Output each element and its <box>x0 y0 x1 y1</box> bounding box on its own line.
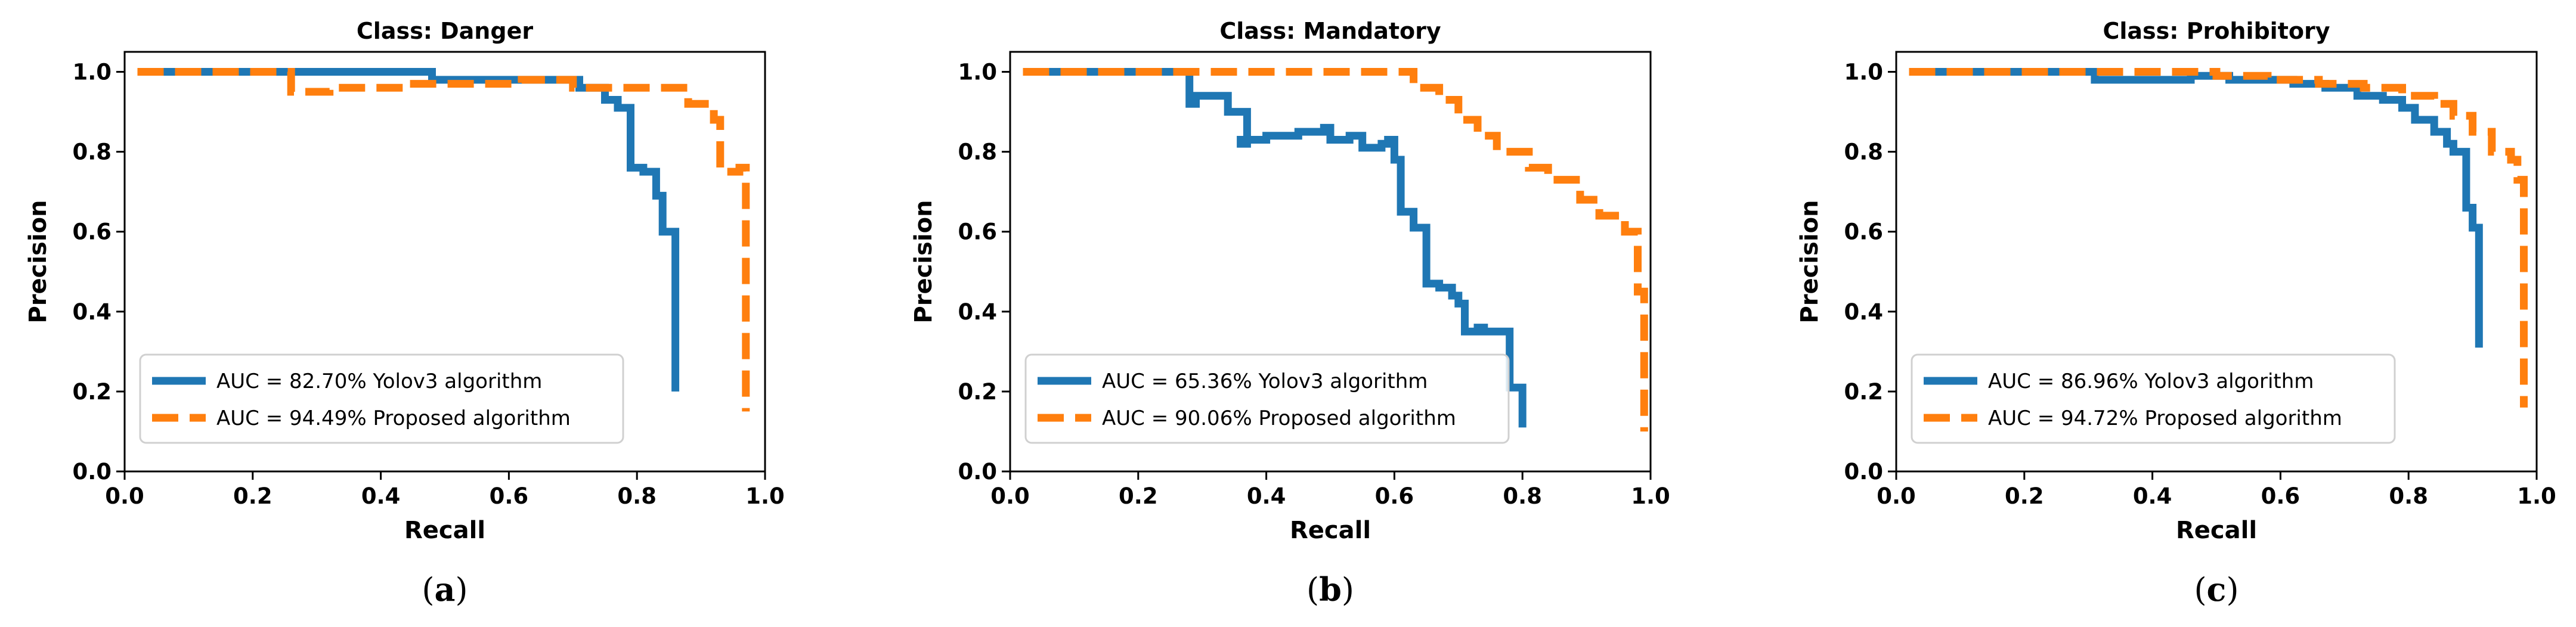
caption-close: ) <box>1342 571 1354 609</box>
y-tick-label: 0.4 <box>958 299 997 325</box>
series-line-proposed <box>1909 68 2528 408</box>
x-tick-label: 1.0 <box>1631 483 1670 509</box>
y-tick-label: 0.2 <box>1844 379 1883 405</box>
x-tick-label: 0.2 <box>1119 483 1158 509</box>
y-tick-label: 0.8 <box>958 139 997 165</box>
legend-box <box>1024 353 1510 444</box>
plot-lines <box>1909 68 2528 408</box>
x-tick-label: 0.4 <box>361 483 401 509</box>
x-tick-label: 0.0 <box>1877 483 1916 509</box>
x-tick-label: 0.0 <box>990 483 1030 509</box>
legend-label: AUC = 94.72% Proposed algorithm <box>1988 406 2342 430</box>
caption-open: ( <box>422 571 434 609</box>
x-tick-label: 0.6 <box>2261 483 2301 509</box>
panel-prohibitory: 0.0 0.2 0.4 0.6 0.8 1.0 0.0 0.2 0.4 0.6 0.8 1.0 Clas… <box>1796 18 2556 609</box>
y-tick-label: 0.8 <box>1844 139 1883 165</box>
x-tick-label: 0.2 <box>233 483 273 509</box>
legend: AUC = 65.36% Yolov3 algorithm AUC = 90.06… <box>1024 353 1510 444</box>
x-tick-label: 0.0 <box>105 483 144 509</box>
y-tick-label: 0.6 <box>72 219 112 245</box>
legend: AUC = 86.96% Yolov3 algorithm AUC = 94.72… <box>1911 353 2396 444</box>
caption-close: ) <box>2226 571 2238 609</box>
axes-frame <box>1895 51 2538 473</box>
caption-letter: c <box>2207 570 2227 609</box>
x-tick-label: 1.0 <box>745 483 785 509</box>
caption-letter: a <box>435 570 456 609</box>
y-tick-label: 0.8 <box>72 139 112 165</box>
y-tick-label: 0.4 <box>1844 299 1883 325</box>
y-tick-label: 0.0 <box>72 459 112 485</box>
series-line-yolov3 <box>137 68 680 392</box>
x-axis-label: Recall <box>2176 517 2257 544</box>
axes-frame <box>123 51 766 473</box>
subfigure-caption: (a) <box>422 570 467 609</box>
plot-lines <box>137 68 750 412</box>
x-tick-label: 0.8 <box>2389 483 2428 509</box>
legend-label: AUC = 94.49% Proposed algorithm <box>216 406 571 430</box>
chart-title: Class: Mandatory <box>1219 18 1441 44</box>
x-tick-label: 1.0 <box>2517 483 2556 509</box>
legend-label: AUC = 90.06% Proposed algorithm <box>1102 406 1456 430</box>
y-tick-label: 1.0 <box>72 60 112 85</box>
x-tick-label: 0.8 <box>617 483 657 509</box>
y-tick-label: 0.4 <box>72 299 112 325</box>
x-tick-label: 0.6 <box>490 483 529 509</box>
x-tick-label: 0.4 <box>2133 483 2172 509</box>
series-line-proposed <box>137 68 750 412</box>
subfigure-caption: (b) <box>1306 570 1354 609</box>
y-tick-label: 1.0 <box>1844 60 1883 85</box>
series-line-proposed <box>1023 68 1648 432</box>
caption-letter: b <box>1319 570 1342 609</box>
x-tick-label: 0.8 <box>1503 483 1542 509</box>
y-tick-label: 0.6 <box>1844 219 1883 245</box>
subfigure-caption: (c) <box>2194 570 2238 609</box>
caption-open: ( <box>2194 571 2206 609</box>
y-axis-label: Precision <box>910 200 937 323</box>
legend-box <box>1911 353 2396 444</box>
y-axis-label: Precision <box>24 200 52 323</box>
legend-label: AUC = 82.70% Yolov3 algorithm <box>216 370 542 393</box>
plot-lines <box>1023 68 1648 432</box>
x-tick-label: 0.6 <box>1375 483 1414 509</box>
chart-title: Class: Danger <box>357 18 533 44</box>
y-tick-label: 0.6 <box>958 219 997 245</box>
caption-open: ( <box>1306 571 1319 609</box>
y-tick-label: 0.0 <box>1844 459 1883 485</box>
panel-danger: 0.0 0.2 0.4 0.6 0.8 1.0 0.0 0.2 0.4 0.6 0.8 1.0 Clas… <box>24 18 785 609</box>
y-tick-label: 0.0 <box>958 459 997 485</box>
x-axis-label: Recall <box>404 517 485 544</box>
panel-mandatory: 0.0 0.2 0.4 0.6 0.8 1.0 0.0 0.2 0.4 0.6 0.8 1.0 Clas… <box>910 18 1670 609</box>
legend: AUC = 82.70% Yolov3 algorithm AUC = 94.49… <box>139 353 624 444</box>
y-tick-label: 0.2 <box>958 379 997 405</box>
y-tick-label: 0.2 <box>72 379 112 405</box>
chart-title: Class: Prohibitory <box>2103 18 2330 44</box>
legend-label: AUC = 65.36% Yolov3 algorithm <box>1102 370 1428 393</box>
legend-box <box>139 353 624 444</box>
y-axis-label: Precision <box>1796 200 1823 323</box>
x-axis-label: Recall <box>1290 517 1371 544</box>
series-line-yolov3 <box>1023 68 1527 428</box>
caption-close: ) <box>456 571 468 609</box>
x-tick-label: 0.4 <box>1247 483 1286 509</box>
y-tick-label: 1.0 <box>958 60 997 85</box>
x-tick-label: 0.2 <box>2005 483 2044 509</box>
legend-label: AUC = 86.96% Yolov3 algorithm <box>1988 370 2314 393</box>
axes-frame <box>1009 51 1652 473</box>
